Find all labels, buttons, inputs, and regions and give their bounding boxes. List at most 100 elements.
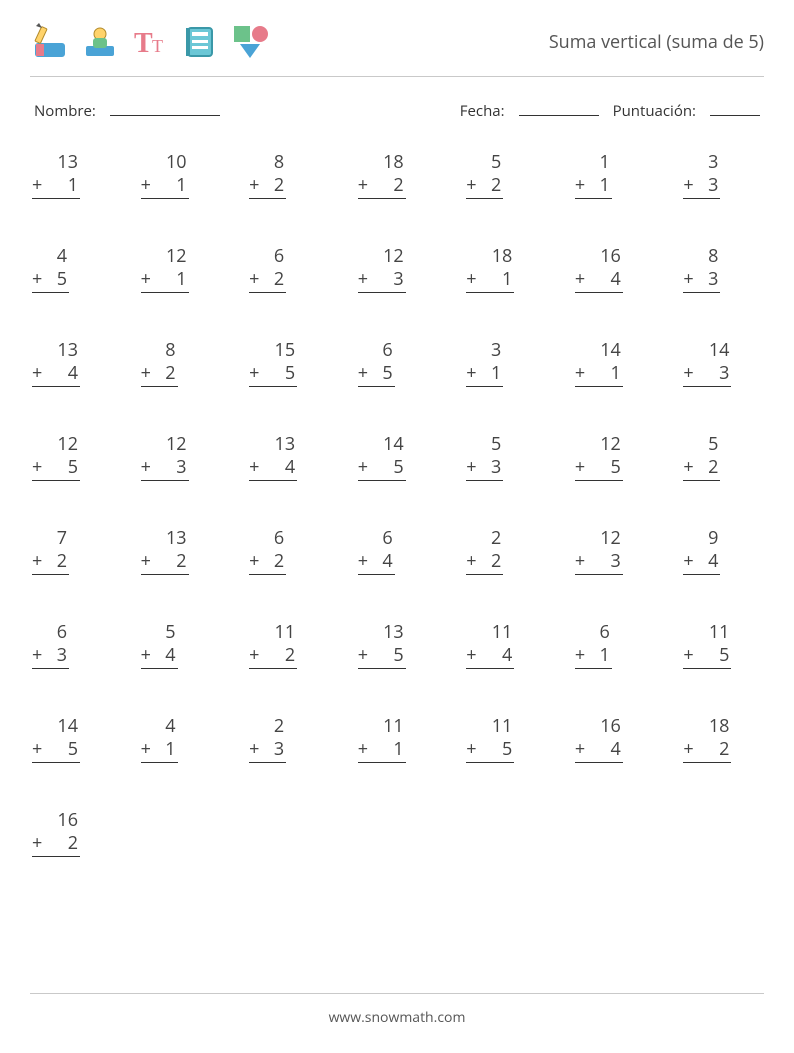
plus-icon: + bbox=[358, 268, 370, 291]
plus-icon: + bbox=[141, 174, 153, 197]
problem-bottom: +3 bbox=[249, 738, 286, 764]
plus-icon: + bbox=[249, 644, 261, 667]
problem-top: 12 bbox=[141, 433, 189, 456]
plus-icon: + bbox=[32, 644, 44, 667]
problem-bottom: +2 bbox=[141, 550, 189, 576]
problem-bottom: +5 bbox=[32, 456, 80, 482]
plus-icon: + bbox=[358, 362, 370, 385]
info-row: Nombre: Fecha: Puntuación: bbox=[30, 77, 764, 127]
problem: 13+1 bbox=[32, 151, 111, 199]
problem-bottom: +2 bbox=[141, 362, 178, 388]
plus-icon: + bbox=[249, 550, 261, 573]
problem: 11+4 bbox=[466, 621, 545, 669]
problem-bottom: +1 bbox=[466, 268, 514, 294]
problem-addend: 4 bbox=[285, 456, 295, 479]
plus-icon: + bbox=[683, 362, 695, 385]
problem-top: 6 bbox=[249, 527, 286, 550]
problem-top: 11 bbox=[466, 621, 514, 644]
problem-top: 4 bbox=[32, 245, 69, 268]
problem-top: 18 bbox=[358, 151, 406, 174]
problem: 6+2 bbox=[249, 527, 328, 575]
problem: 6+5 bbox=[358, 339, 437, 387]
problem-addend: 3 bbox=[719, 362, 729, 385]
user-desk-icon bbox=[80, 22, 120, 62]
problem-top: 10 bbox=[141, 151, 189, 174]
problem: 11+5 bbox=[683, 621, 762, 669]
problem-addend: 5 bbox=[502, 738, 512, 761]
problem: 5+4 bbox=[141, 621, 220, 669]
problem-addend: 4 bbox=[68, 362, 78, 385]
name-label: Nombre: bbox=[34, 101, 96, 121]
problem: 18+2 bbox=[358, 151, 437, 199]
problem: 16+2 bbox=[32, 809, 111, 857]
problem-top: 16 bbox=[32, 809, 80, 832]
plus-icon: + bbox=[575, 738, 587, 761]
date-blank[interactable] bbox=[519, 101, 599, 116]
plus-icon: + bbox=[466, 362, 478, 385]
score-blank[interactable] bbox=[710, 101, 760, 116]
plus-icon: + bbox=[575, 174, 587, 197]
name-blank[interactable] bbox=[110, 101, 220, 116]
problem-top: 11 bbox=[249, 621, 297, 644]
plus-icon: + bbox=[575, 550, 587, 573]
problem: 3+1 bbox=[466, 339, 545, 387]
problem-addend: 5 bbox=[393, 456, 403, 479]
problem-bottom: +2 bbox=[249, 268, 286, 294]
problem-top: 14 bbox=[683, 339, 731, 362]
problem-addend: 1 bbox=[176, 174, 186, 197]
problem-top: 13 bbox=[32, 151, 80, 174]
problem: 8+2 bbox=[249, 151, 328, 199]
problem: 6+1 bbox=[575, 621, 654, 669]
problem-addend: 1 bbox=[393, 738, 403, 761]
plus-icon: + bbox=[32, 268, 44, 291]
plus-icon: + bbox=[141, 268, 153, 291]
problem-top: 6 bbox=[32, 621, 69, 644]
problem-bottom: +1 bbox=[575, 362, 623, 388]
plus-icon: + bbox=[358, 738, 370, 761]
problem: 18+2 bbox=[683, 715, 762, 763]
problem: 16+4 bbox=[575, 245, 654, 293]
plus-icon: + bbox=[683, 550, 695, 573]
problem-addend: 2 bbox=[491, 550, 501, 573]
plus-icon: + bbox=[466, 738, 478, 761]
problem-bottom: +4 bbox=[575, 268, 623, 294]
plus-icon: + bbox=[141, 362, 153, 385]
problem-top: 8 bbox=[683, 245, 720, 268]
problem-bottom: +1 bbox=[141, 738, 178, 764]
plus-icon: + bbox=[466, 456, 478, 479]
problem-top: 2 bbox=[249, 715, 286, 738]
problem-top: 12 bbox=[575, 527, 623, 550]
problem: 12+3 bbox=[575, 527, 654, 575]
problem: 12+3 bbox=[141, 433, 220, 481]
problem-addend: 1 bbox=[165, 738, 175, 761]
svg-text:T: T bbox=[134, 28, 153, 59]
problem-top: 8 bbox=[249, 151, 286, 174]
problem-bottom: +2 bbox=[466, 550, 503, 576]
problem-bottom: +4 bbox=[683, 550, 720, 576]
problem-top: 16 bbox=[575, 715, 623, 738]
problem-addend: 2 bbox=[274, 268, 284, 291]
problem: 12+5 bbox=[575, 433, 654, 481]
problem-top: 14 bbox=[32, 715, 80, 738]
problem: 13+2 bbox=[141, 527, 220, 575]
problem-addend: 1 bbox=[611, 362, 621, 385]
problem: 7+2 bbox=[32, 527, 111, 575]
header-icons: T T bbox=[30, 22, 270, 62]
plus-icon: + bbox=[141, 644, 153, 667]
problems-grid: 13+110+18+218+25+21+13+34+512+16+212+318… bbox=[30, 127, 764, 857]
plus-icon: + bbox=[683, 456, 695, 479]
problem-addend: 4 bbox=[382, 550, 392, 573]
problem-top: 13 bbox=[32, 339, 80, 362]
plus-icon: + bbox=[32, 738, 44, 761]
footer-text: www.snowmath.com bbox=[329, 1008, 466, 1027]
problem-bottom: +2 bbox=[32, 550, 69, 576]
svg-text:T: T bbox=[152, 36, 163, 56]
problem: 11+1 bbox=[358, 715, 437, 763]
problem: 15+5 bbox=[249, 339, 328, 387]
plus-icon: + bbox=[358, 174, 370, 197]
plus-icon: + bbox=[141, 550, 153, 573]
problem-addend: 3 bbox=[708, 174, 718, 197]
problem: 9+4 bbox=[683, 527, 762, 575]
problem: 14+1 bbox=[575, 339, 654, 387]
problem-addend: 2 bbox=[393, 174, 403, 197]
